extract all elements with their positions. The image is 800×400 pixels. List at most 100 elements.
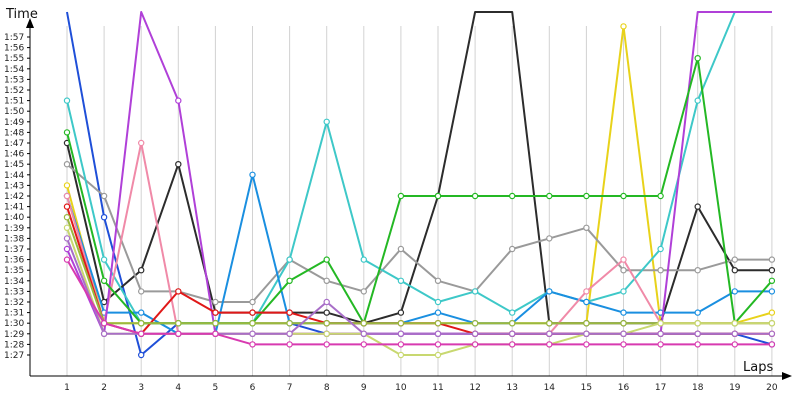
data-point xyxy=(397,309,405,316)
y-tick-label: 1:36 xyxy=(4,256,24,266)
data-point xyxy=(434,330,442,337)
data-point xyxy=(694,203,701,210)
data-point xyxy=(546,235,553,242)
data-point xyxy=(768,320,776,327)
data-point xyxy=(731,330,739,337)
x-tick-label: 20 xyxy=(766,383,778,393)
data-point xyxy=(212,309,219,316)
series-line xyxy=(66,163,772,303)
data-point xyxy=(471,192,479,200)
data-point xyxy=(620,330,627,337)
data-point xyxy=(731,256,739,263)
data-point xyxy=(694,330,701,337)
y-tick-label: 1:52 xyxy=(4,86,24,96)
axis-layer: Time Laps xyxy=(5,7,792,380)
data-point xyxy=(509,192,516,200)
data-point xyxy=(657,320,664,327)
x-tick-label: 10 xyxy=(395,383,407,393)
y-tick-label: 1:28 xyxy=(4,340,24,350)
data-point xyxy=(583,341,590,348)
data-point xyxy=(620,288,627,295)
data-point xyxy=(100,277,108,284)
y-tick-label: 1:55 xyxy=(4,54,24,64)
data-point xyxy=(100,213,108,221)
data-point xyxy=(286,320,293,327)
data-point xyxy=(286,341,293,348)
series-line xyxy=(66,11,772,325)
data-point xyxy=(434,192,442,200)
data-point xyxy=(620,23,627,30)
data-point xyxy=(63,182,71,189)
data-point xyxy=(583,320,590,327)
series-5 xyxy=(63,11,772,327)
y-tick-label: 1:38 xyxy=(4,234,24,244)
data-point xyxy=(397,320,405,327)
data-point xyxy=(397,192,405,200)
data-point xyxy=(694,309,701,316)
data-point xyxy=(583,224,590,231)
data-point xyxy=(546,330,553,337)
data-point xyxy=(434,309,442,316)
data-point xyxy=(434,320,442,327)
data-point xyxy=(509,330,516,337)
data-point xyxy=(323,320,330,327)
y-tick-label: 1:37 xyxy=(4,245,24,255)
data-point xyxy=(286,330,293,337)
data-point xyxy=(63,245,71,253)
y-tick-label: 1:32 xyxy=(4,298,24,308)
series-line xyxy=(66,216,772,325)
data-point xyxy=(175,97,182,104)
y-tick-label: 1:50 xyxy=(4,107,24,117)
data-point xyxy=(509,245,516,253)
data-point xyxy=(249,298,256,306)
data-point xyxy=(509,320,516,327)
y-tick-label: 1:35 xyxy=(4,266,24,276)
data-point xyxy=(212,330,219,337)
data-point xyxy=(471,341,479,348)
y-tick-label: 1:53 xyxy=(4,75,24,85)
data-point xyxy=(471,288,479,295)
y-axis-arrow-icon xyxy=(26,18,34,28)
y-tick-label: 1:56 xyxy=(4,44,24,54)
y-tick-label: 1:29 xyxy=(4,330,24,340)
data-point xyxy=(657,267,664,274)
data-point xyxy=(175,320,182,327)
data-point xyxy=(434,341,442,348)
data-point xyxy=(249,171,256,178)
data-point xyxy=(768,309,776,316)
data-point xyxy=(768,341,776,348)
data-point xyxy=(286,256,293,263)
data-point xyxy=(620,320,627,327)
data-point xyxy=(63,235,71,242)
data-point xyxy=(63,224,71,231)
series-2 xyxy=(63,23,776,327)
data-point xyxy=(137,330,145,337)
y-tick-label: 1:34 xyxy=(4,277,24,287)
x-tick-label: 16 xyxy=(618,383,630,393)
data-point xyxy=(323,341,330,348)
data-point xyxy=(434,298,442,306)
data-point xyxy=(657,330,664,337)
x-tick-label: 6 xyxy=(250,383,256,393)
x-tick-label: 7 xyxy=(287,383,293,393)
x-tick-label: 8 xyxy=(324,383,330,393)
data-point xyxy=(471,320,479,327)
data-point xyxy=(360,320,367,327)
data-point xyxy=(397,330,405,337)
data-point xyxy=(63,97,71,104)
series-4 xyxy=(63,160,776,306)
data-point xyxy=(63,213,71,221)
data-point xyxy=(175,330,182,337)
x-tick-label: 1 xyxy=(64,383,70,393)
y-tick-label: 1:42 xyxy=(4,192,24,202)
data-point xyxy=(137,320,145,327)
data-point xyxy=(471,330,479,337)
data-point xyxy=(731,320,739,327)
data-point xyxy=(397,245,405,253)
data-point xyxy=(63,192,71,200)
data-point xyxy=(657,192,664,200)
data-point xyxy=(620,341,627,348)
data-point xyxy=(63,129,71,136)
data-point xyxy=(434,277,442,284)
